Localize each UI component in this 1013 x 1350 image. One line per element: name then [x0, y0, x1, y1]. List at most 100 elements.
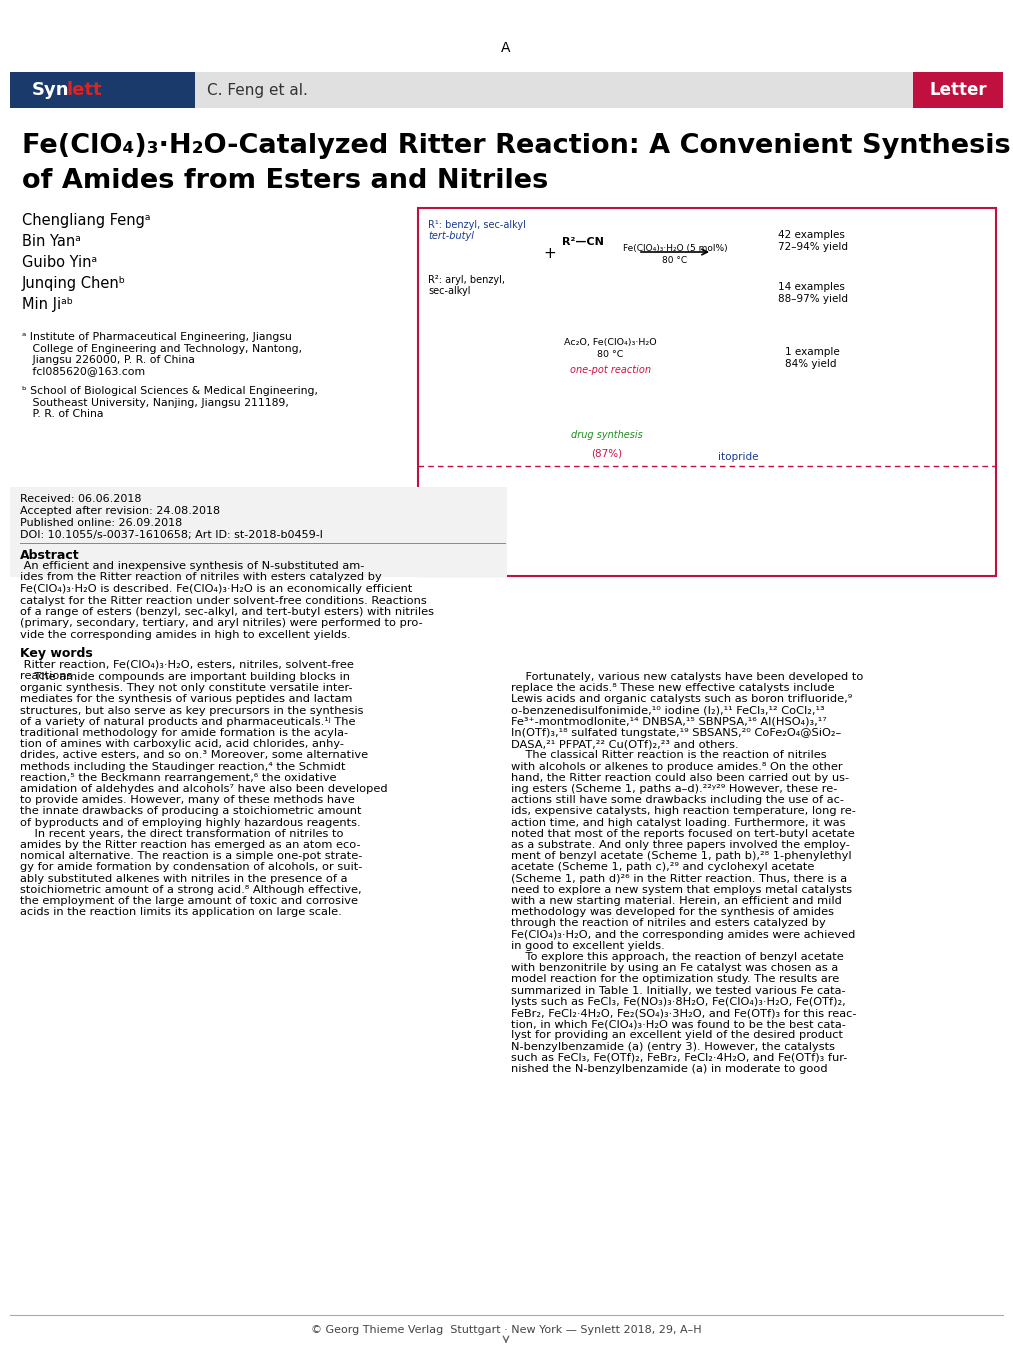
Text: Southeast University, Nanjing, Jiangsu 211189,: Southeast University, Nanjing, Jiangsu 2…: [22, 397, 289, 408]
Text: amides by the Ritter reaction has emerged as an atom eco-: amides by the Ritter reaction has emerge…: [20, 840, 361, 850]
Text: 80 °C: 80 °C: [597, 350, 623, 359]
Text: stoichiometric amount of a strong acid.⁸ Although effective,: stoichiometric amount of a strong acid.⁸…: [20, 884, 362, 895]
Text: through the reaction of nitriles and esters catalyzed by: through the reaction of nitriles and est…: [511, 918, 826, 929]
Text: ids, expensive catalysts, high reaction temperature, long re-: ids, expensive catalysts, high reaction …: [511, 806, 856, 817]
Text: In recent years, the direct transformation of nitriles to: In recent years, the direct transformati…: [20, 829, 343, 838]
Text: catalyst for the Ritter reaction under solvent-free conditions. Reactions: catalyst for the Ritter reaction under s…: [20, 595, 426, 606]
Text: with a new starting material. Herein, an efficient and mild: with a new starting material. Herein, an…: [511, 896, 842, 906]
Text: Fe(ClO₄)₃·H₂O (5 mol%): Fe(ClO₄)₃·H₂O (5 mol%): [623, 244, 727, 252]
Text: vide the corresponding amides in high to excellent yields.: vide the corresponding amides in high to…: [20, 630, 350, 640]
Text: acids in the reaction limits its application on large scale.: acids in the reaction limits its applica…: [20, 907, 341, 917]
Text: FeBr₂, FeCl₂·4H₂O, Fe₂(SO₄)₃·3H₂O, and Fe(OTf)₃ for this reac-: FeBr₂, FeCl₂·4H₂O, Fe₂(SO₄)₃·3H₂O, and F…: [511, 1008, 857, 1018]
Text: Bin Yanᵃ: Bin Yanᵃ: [22, 234, 81, 248]
Text: Chengliang Fengᵃ: Chengliang Fengᵃ: [22, 213, 151, 228]
Text: ides from the Ritter reaction of nitriles with esters catalyzed by: ides from the Ritter reaction of nitrile…: [20, 572, 382, 582]
Text: Accepted after revision: 24.08.2018: Accepted after revision: 24.08.2018: [20, 506, 220, 516]
Text: 14 examples: 14 examples: [778, 282, 845, 292]
Text: College of Engineering and Technology, Nantong,: College of Engineering and Technology, N…: [22, 343, 302, 354]
Text: methodology was developed for the synthesis of amides: methodology was developed for the synthe…: [511, 907, 834, 917]
Text: drides, active esters, and so on.³ Moreover, some alternative: drides, active esters, and so on.³ Moreo…: [20, 751, 368, 760]
Text: Fe³⁺-montmodlonite,¹⁴ DNBSA,¹⁵ SBNPSA,¹⁶ Al(HSO₄)₃,¹⁷: Fe³⁺-montmodlonite,¹⁴ DNBSA,¹⁵ SBNPSA,¹⁶…: [511, 717, 827, 726]
Text: to provide amides. However, many of these methods have: to provide amides. However, many of thes…: [20, 795, 355, 805]
Text: action time, and high catalyst loading. Furthermore, it was: action time, and high catalyst loading. …: [511, 818, 846, 828]
Text: actions still have some drawbacks including the use of ac-: actions still have some drawbacks includ…: [511, 795, 844, 805]
Text: The classical Ritter reaction is the reaction of nitriles: The classical Ritter reaction is the rea…: [511, 751, 827, 760]
Text: DASA,²¹ PFPAT,²² Cu(OTf)₂,²³ and others.: DASA,²¹ PFPAT,²² Cu(OTf)₂,²³ and others.: [511, 740, 738, 749]
Text: lett: lett: [66, 81, 101, 99]
Text: A: A: [501, 40, 511, 55]
Text: structures, but also serve as key precursors in the synthesis: structures, but also serve as key precur…: [20, 706, 364, 716]
Text: P. R. of China: P. R. of China: [22, 409, 103, 418]
Text: 84% yield: 84% yield: [785, 359, 837, 369]
Text: summarized in Table 1. Initially, we tested various Fe cata-: summarized in Table 1. Initially, we tes…: [511, 986, 846, 995]
Text: the innate drawbacks of producing a stoichiometric amount: the innate drawbacks of producing a stoi…: [20, 806, 362, 817]
Bar: [10, 72, 194, 108]
Text: Letter: Letter: [929, 81, 987, 99]
Text: © Georg Thieme Verlag  Stuttgart · New York — Synlett 2018, 29, A–H: © Georg Thieme Verlag Stuttgart · New Yo…: [311, 1324, 701, 1335]
Text: noted that most of the reports focused on tert-butyl acetate: noted that most of the reports focused o…: [511, 829, 855, 838]
Text: ᵇ School of Biological Sciences & Medical Engineering,: ᵇ School of Biological Sciences & Medica…: [22, 386, 318, 396]
Text: acetate (Scheme 1, path c),²⁹ and cyclohexyl acetate: acetate (Scheme 1, path c),²⁹ and cycloh…: [511, 863, 814, 872]
Text: gy for amide formation by condensation of alcohols, or suit-: gy for amide formation by condensation o…: [20, 863, 363, 872]
Text: An efficient and inexpensive synthesis of N-substituted am-: An efficient and inexpensive synthesis o…: [20, 562, 365, 571]
Text: of a range of esters (benzyl, sec-alkyl, and tert-butyl esters) with nitriles: of a range of esters (benzyl, sec-alkyl,…: [20, 608, 434, 617]
Text: model reaction for the optimization study. The results are: model reaction for the optimization stud…: [511, 975, 839, 984]
Text: tion of amines with carboxylic acid, acid chlorides, anhy-: tion of amines with carboxylic acid, aci…: [20, 740, 344, 749]
Text: lyst for providing an excellent yield of the desired product: lyst for providing an excellent yield of…: [511, 1030, 843, 1041]
Text: one-pot reaction: one-pot reaction: [569, 364, 650, 375]
Text: such as FeCl₃, Fe(OTf)₂, FeBr₂, FeCl₂·4H₂O, and Fe(OTf)₃ fur-: such as FeCl₃, Fe(OTf)₂, FeBr₂, FeCl₂·4H…: [511, 1053, 848, 1062]
Text: Lewis acids and organic catalysts such as boron trifluoride,⁹: Lewis acids and organic catalysts such a…: [511, 694, 852, 705]
Text: of Amides from Esters and Nitriles: of Amides from Esters and Nitriles: [22, 167, 548, 194]
Text: 42 examples: 42 examples: [778, 230, 845, 240]
Text: sec-alkyl: sec-alkyl: [428, 286, 470, 296]
Text: Fe(ClO₄)₃·H₂O is described. Fe(ClO₄)₃·H₂O is an economically efficient: Fe(ClO₄)₃·H₂O is described. Fe(ClO₄)₃·H₂…: [20, 585, 412, 594]
Text: as a substrate. And only three papers involved the employ-: as a substrate. And only three papers in…: [511, 840, 850, 850]
Text: 1 example: 1 example: [785, 347, 840, 356]
Text: nomical alternative. The reaction is a simple one-pot strate-: nomical alternative. The reaction is a s…: [20, 852, 363, 861]
Text: 72–94% yield: 72–94% yield: [778, 242, 848, 252]
Text: need to explore a new system that employs metal catalysts: need to explore a new system that employ…: [511, 884, 852, 895]
Text: of a variety of natural products and pharmaceuticals.¹ʲ The: of a variety of natural products and pha…: [20, 717, 356, 726]
Text: Ritter reaction, Fe(ClO₄)₃·H₂O, esters, nitriles, solvent-free: Ritter reaction, Fe(ClO₄)₃·H₂O, esters, …: [20, 660, 354, 670]
Bar: [418, 208, 996, 576]
Text: ment of benzyl acetate (Scheme 1, path b),²⁸ 1-phenylethyl: ment of benzyl acetate (Scheme 1, path b…: [511, 852, 852, 861]
Text: with alcohols or alkenes to produce amides.⁸ On the other: with alcohols or alkenes to produce amid…: [511, 761, 843, 772]
Text: DOI: 10.1055/s-0037-1610658; Art ID: st-2018-b0459-l: DOI: 10.1055/s-0037-1610658; Art ID: st-…: [20, 531, 323, 540]
Text: (Scheme 1, path d)²⁶ in the Ritter reaction. Thus, there is a: (Scheme 1, path d)²⁶ in the Ritter react…: [511, 873, 847, 884]
Text: methods including the Staudinger reaction,⁴ the Schmidt: methods including the Staudinger reactio…: [20, 761, 345, 772]
Text: drug synthesis: drug synthesis: [571, 431, 643, 440]
Text: with benzonitrile by using an Fe catalyst was chosen as a: with benzonitrile by using an Fe catalys…: [511, 963, 838, 973]
Text: (87%): (87%): [592, 448, 623, 458]
Text: tion, in which Fe(ClO₄)₃·H₂O was found to be the best cata-: tion, in which Fe(ClO₄)₃·H₂O was found t…: [511, 1019, 846, 1029]
Text: Received: 06.06.2018: Received: 06.06.2018: [20, 494, 142, 504]
Text: in good to excellent yields.: in good to excellent yields.: [511, 941, 665, 950]
Text: traditional methodology for amide formation is the acyla-: traditional methodology for amide format…: [20, 728, 348, 738]
Text: (primary, secondary, tertiary, and aryl nitriles) were performed to pro-: (primary, secondary, tertiary, and aryl …: [20, 618, 422, 629]
Text: hand, the Ritter reaction could also been carried out by us-: hand, the Ritter reaction could also bee…: [511, 772, 849, 783]
Text: Fortunately, various new catalysts have been developed to: Fortunately, various new catalysts have …: [511, 672, 863, 682]
Text: Published online: 26.09.2018: Published online: 26.09.2018: [20, 518, 182, 528]
Text: ably substituted alkenes with nitriles in the presence of a: ably substituted alkenes with nitriles i…: [20, 873, 347, 884]
Text: N-benzylbenzamide (a) (entry 3). However, the catalysts: N-benzylbenzamide (a) (entry 3). However…: [511, 1042, 835, 1052]
Text: ing esters (Scheme 1, paths a–d).²²ʸ²⁹ However, these re-: ing esters (Scheme 1, paths a–d).²²ʸ²⁹ H…: [511, 784, 838, 794]
Text: Key words: Key words: [20, 648, 93, 660]
Text: amidation of aldehydes and alcohols⁷ have also been developed: amidation of aldehydes and alcohols⁷ hav…: [20, 784, 388, 794]
Text: Jiangsu 226000, P. R. of China: Jiangsu 226000, P. R. of China: [22, 355, 194, 364]
Text: of byproducts and of employing highly hazardous reagents.: of byproducts and of employing highly ha…: [20, 818, 361, 828]
Text: mediates for the synthesis of various peptides and lactam: mediates for the synthesis of various pe…: [20, 694, 353, 705]
Text: Min Jiᵃᵇ: Min Jiᵃᵇ: [22, 297, 73, 312]
Text: To explore this approach, the reaction of benzyl acetate: To explore this approach, the reaction o…: [511, 952, 844, 963]
Text: ᵃ Institute of Pharmaceutical Engineering, Jiangsu: ᵃ Institute of Pharmaceutical Engineerin…: [22, 332, 292, 342]
Bar: [10, 72, 1003, 108]
Text: fcl085620@163.com: fcl085620@163.com: [22, 366, 145, 377]
Bar: [913, 72, 1003, 108]
Text: reaction,⁵ the Beckmann rearrangement,⁶ the oxidative: reaction,⁵ the Beckmann rearrangement,⁶ …: [20, 772, 336, 783]
Bar: [10, 487, 506, 576]
Text: itopride: itopride: [718, 452, 759, 462]
Text: C. Feng et al.: C. Feng et al.: [207, 82, 308, 97]
Text: Junqing Chenᵇ: Junqing Chenᵇ: [22, 275, 126, 292]
Text: the employment of the large amount of toxic and corrosive: the employment of the large amount of to…: [20, 896, 358, 906]
Text: reactions: reactions: [20, 671, 73, 680]
Text: replace the acids.⁸ These new effective catalysts include: replace the acids.⁸ These new effective …: [511, 683, 835, 693]
Text: Guibo Yinᵃ: Guibo Yinᵃ: [22, 255, 97, 270]
